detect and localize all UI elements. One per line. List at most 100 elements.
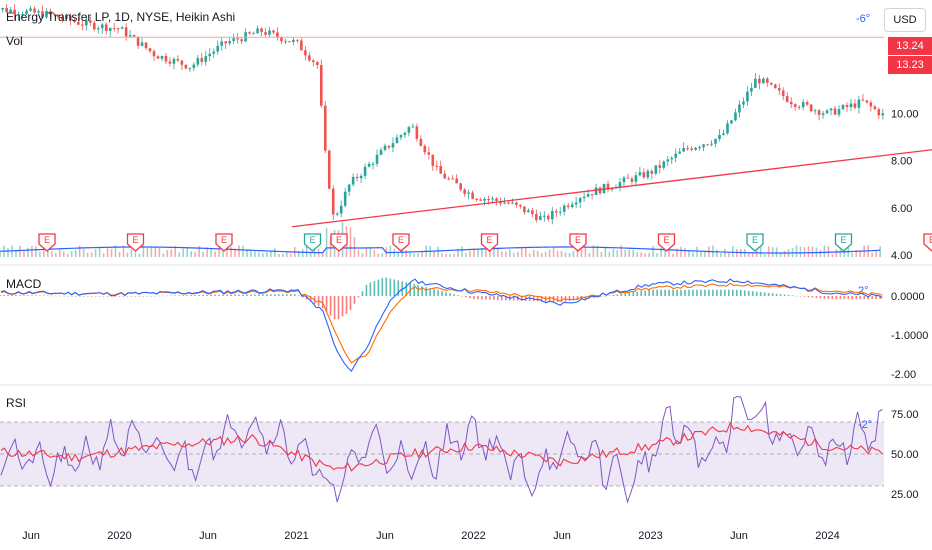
earnings-letter: E bbox=[752, 235, 758, 245]
earnings-marker[interactable]: E bbox=[392, 233, 410, 252]
candle-body bbox=[339, 205, 343, 214]
earnings-letter: E bbox=[336, 235, 342, 245]
candle-body bbox=[785, 96, 789, 102]
candle-body bbox=[136, 36, 140, 46]
macd-histogram-bar bbox=[39, 295, 41, 297]
candle-body bbox=[391, 143, 395, 148]
volume-bar bbox=[636, 252, 639, 257]
macd-histogram-bar bbox=[453, 294, 455, 296]
volume-bar bbox=[688, 251, 690, 257]
event-markers[interactable]: EEEEEEEEEEEEEEEEEEEEEED⚡E bbox=[38, 233, 932, 252]
volume-bar bbox=[855, 250, 858, 257]
macd-histogram-bar bbox=[15, 295, 17, 296]
candle-body bbox=[550, 210, 554, 220]
volume-bar bbox=[389, 245, 392, 257]
volume-bar bbox=[823, 245, 826, 257]
earnings-marker[interactable]: E bbox=[126, 233, 145, 252]
candle-body bbox=[714, 138, 717, 144]
candle-body bbox=[57, 14, 60, 18]
macd-histogram-bar bbox=[783, 294, 786, 296]
candle-body bbox=[172, 59, 176, 64]
candle-body bbox=[718, 134, 721, 139]
rsi-pane[interactable] bbox=[0, 395, 932, 504]
price-pane[interactable] bbox=[0, 4, 932, 228]
macd-histogram-bar bbox=[799, 296, 802, 297]
volume-bar bbox=[584, 247, 587, 257]
candle-body bbox=[702, 144, 705, 148]
candle-body bbox=[73, 20, 76, 22]
macd-histogram-bar bbox=[369, 282, 372, 296]
candle-body bbox=[630, 178, 634, 182]
volume-bar bbox=[35, 246, 37, 257]
support-trendline[interactable] bbox=[291, 39, 932, 228]
macd-histogram-bar bbox=[465, 296, 467, 298]
currency-button[interactable]: USD bbox=[884, 8, 926, 32]
candle-body bbox=[288, 41, 291, 43]
macd-histogram-bar bbox=[325, 296, 328, 312]
earnings-marker[interactable]: E bbox=[746, 233, 764, 252]
volume-bar bbox=[122, 245, 125, 257]
x-tick-label: Jun bbox=[22, 530, 40, 542]
macd-histogram-bar bbox=[851, 296, 854, 300]
candle-body bbox=[347, 184, 351, 192]
volume-bar bbox=[536, 250, 539, 257]
macd-histogram-bar bbox=[429, 288, 431, 296]
volume-bar bbox=[568, 253, 571, 257]
candle-body bbox=[323, 105, 327, 151]
volume-bar bbox=[98, 247, 101, 257]
candle-body bbox=[825, 110, 829, 114]
earnings-marker[interactable]: E bbox=[480, 233, 499, 252]
earnings-marker[interactable]: E bbox=[657, 233, 676, 252]
candle-body bbox=[280, 37, 283, 42]
macd-histogram-bar bbox=[274, 294, 276, 296]
volume-bar bbox=[775, 247, 778, 257]
volume-bar bbox=[218, 249, 220, 257]
volume-bar bbox=[74, 249, 77, 257]
volume-bar bbox=[262, 253, 264, 257]
macd-histogram-bar bbox=[827, 296, 830, 300]
macd-histogram-bar bbox=[680, 289, 682, 296]
macd-histogram-bar bbox=[74, 296, 77, 297]
candle-body bbox=[781, 90, 785, 97]
earnings-letter: E bbox=[663, 235, 669, 245]
earnings-marker[interactable]: E bbox=[834, 233, 853, 252]
earnings-marker[interactable]: E bbox=[569, 233, 587, 252]
volume-bar bbox=[357, 250, 360, 257]
earnings-marker[interactable]: E bbox=[303, 233, 322, 252]
candle-body bbox=[168, 61, 172, 64]
candle-body bbox=[646, 170, 650, 178]
macd-histogram-bar bbox=[35, 295, 37, 296]
candle-body bbox=[108, 27, 112, 32]
macd-histogram-bar bbox=[3, 294, 5, 296]
candle-body bbox=[204, 56, 208, 62]
volume-bar bbox=[15, 250, 17, 257]
volume-bar bbox=[596, 245, 599, 257]
earnings-marker[interactable]: E bbox=[330, 233, 348, 252]
macd-pane[interactable] bbox=[0, 277, 932, 372]
macd-histogram-bar bbox=[278, 294, 280, 296]
earnings-marker[interactable]: E bbox=[923, 233, 932, 252]
candle-body bbox=[304, 50, 307, 56]
volume-bar bbox=[361, 253, 364, 257]
earnings-marker[interactable]: E bbox=[38, 233, 56, 252]
earnings-marker[interactable]: E bbox=[215, 233, 233, 252]
macd-histogram-bar bbox=[720, 289, 722, 296]
volume-bar bbox=[795, 245, 798, 257]
candle-body bbox=[81, 24, 84, 26]
candle-body bbox=[666, 159, 670, 162]
candle-body bbox=[296, 39, 299, 41]
macd-histogram-bar bbox=[246, 294, 248, 296]
volume-bars bbox=[0, 222, 881, 257]
candle-body bbox=[849, 103, 853, 108]
macd-histogram-bar bbox=[461, 296, 463, 297]
candle-body bbox=[598, 187, 602, 194]
macd-histogram-bar bbox=[823, 296, 826, 299]
candle-body bbox=[845, 104, 849, 108]
macd-histogram-bar bbox=[497, 296, 499, 300]
volume-bar bbox=[174, 245, 177, 257]
volume-bar bbox=[78, 245, 81, 257]
macd-histogram-bar bbox=[855, 296, 858, 300]
candle-body bbox=[570, 204, 574, 208]
volume-bar bbox=[242, 245, 244, 257]
